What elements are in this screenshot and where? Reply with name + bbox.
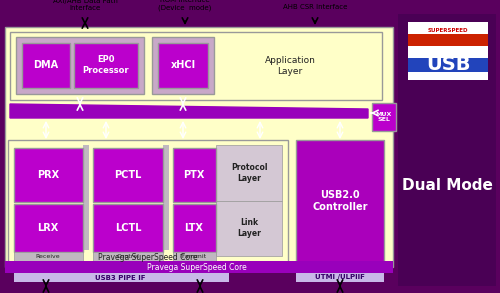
Text: Transmit: Transmit — [180, 254, 208, 259]
Text: PCTL: PCTL — [114, 170, 141, 180]
Bar — [173, 252, 216, 261]
Text: LRX: LRX — [38, 223, 58, 233]
Text: DMA: DMA — [34, 60, 58, 70]
Text: Pravega SuperSpeed Core: Pravega SuperSpeed Core — [147, 263, 247, 272]
Bar — [83, 145, 89, 250]
Bar — [216, 201, 282, 256]
Bar — [74, 43, 138, 88]
Polygon shape — [10, 104, 368, 118]
Bar — [14, 204, 83, 252]
Text: AXI/AHB Data Path
Interface: AXI/AHB Data Path Interface — [52, 0, 118, 11]
Text: AHB CSR Interface: AHB CSR Interface — [283, 4, 347, 10]
Bar — [8, 140, 288, 262]
Bar — [93, 148, 163, 202]
Text: USB3 PIPE IF: USB3 PIPE IF — [95, 275, 145, 280]
Bar — [296, 273, 384, 282]
Text: LCTL: LCTL — [115, 223, 141, 233]
Bar — [16, 37, 144, 94]
Text: UTMI /ULPIIF: UTMI /ULPIIF — [315, 275, 365, 280]
Text: PRX: PRX — [37, 170, 59, 180]
Bar — [398, 14, 496, 286]
Bar — [22, 43, 70, 88]
Bar — [10, 32, 382, 100]
Text: MUX
SEL: MUX SEL — [376, 112, 392, 122]
Bar — [296, 140, 384, 262]
Bar — [93, 204, 163, 252]
Text: LTX: LTX — [184, 223, 204, 233]
Text: Application
Layer: Application Layer — [264, 56, 316, 76]
Bar — [372, 103, 396, 131]
Text: USB2.0
Controller: USB2.0 Controller — [312, 190, 368, 212]
Bar — [5, 27, 393, 267]
Text: xHCI: xHCI — [170, 60, 196, 70]
Bar — [152, 37, 214, 94]
Bar — [14, 148, 83, 202]
Text: Link
Layer: Link Layer — [237, 218, 261, 238]
Text: Protocol
Layer: Protocol Layer — [231, 163, 267, 183]
Bar — [408, 34, 488, 72]
Text: Control: Control — [116, 254, 140, 259]
Bar — [408, 46, 488, 58]
Bar — [14, 252, 83, 261]
Bar — [216, 145, 282, 201]
Text: USB: USB — [426, 55, 470, 74]
Bar — [173, 148, 216, 202]
Text: Dual Mode: Dual Mode — [402, 178, 492, 193]
Bar — [408, 22, 488, 80]
Bar — [173, 204, 216, 252]
Bar — [408, 34, 488, 46]
Text: Pravega SuperSpeed Core: Pravega SuperSpeed Core — [98, 253, 198, 263]
Bar — [93, 252, 163, 261]
Text: ROM Interface
(Device  mode): ROM Interface (Device mode) — [158, 0, 212, 11]
Bar — [163, 145, 169, 250]
Bar — [408, 58, 488, 72]
Bar — [14, 273, 229, 282]
Text: SUPERSPEED: SUPERSPEED — [428, 28, 468, 33]
Text: PTX: PTX — [184, 170, 204, 180]
Bar — [158, 43, 208, 88]
Text: EP0
Processor: EP0 Processor — [82, 55, 130, 75]
Text: Receive: Receive — [36, 254, 60, 259]
Bar — [5, 261, 393, 273]
